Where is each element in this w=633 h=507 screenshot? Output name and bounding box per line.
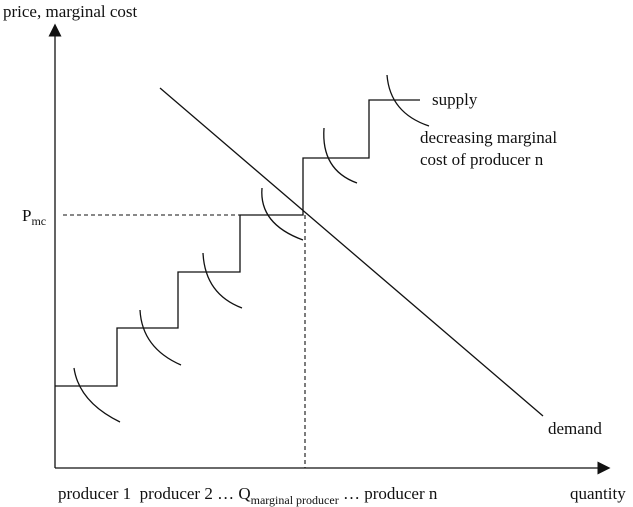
x-axis-label: quantity xyxy=(570,484,626,503)
marginal-cost-arc xyxy=(386,74,430,127)
marginal-cost-arc xyxy=(261,187,304,241)
bottom-producers-label: producer 1 producer 2 … Qmarginal produc… xyxy=(58,484,438,507)
y-axis-label: price, marginal cost xyxy=(3,2,138,21)
note-cost-of-producer-n: cost of producer n xyxy=(420,150,544,169)
note-decreasing-marginal: decreasing marginal xyxy=(420,128,557,147)
supply-label: supply xyxy=(432,90,478,109)
demand-label: demand xyxy=(548,419,602,438)
supply-step-curve xyxy=(55,99,420,387)
marginal-cost-arc xyxy=(323,127,358,184)
marginal-cost-arc xyxy=(139,309,182,366)
marginal-cost-arc xyxy=(202,252,243,309)
demand-line xyxy=(159,87,544,417)
pmc-label: Pmc xyxy=(22,206,46,228)
marginal-cost-arcs xyxy=(73,74,430,423)
marginal-cost-arc xyxy=(73,367,121,423)
